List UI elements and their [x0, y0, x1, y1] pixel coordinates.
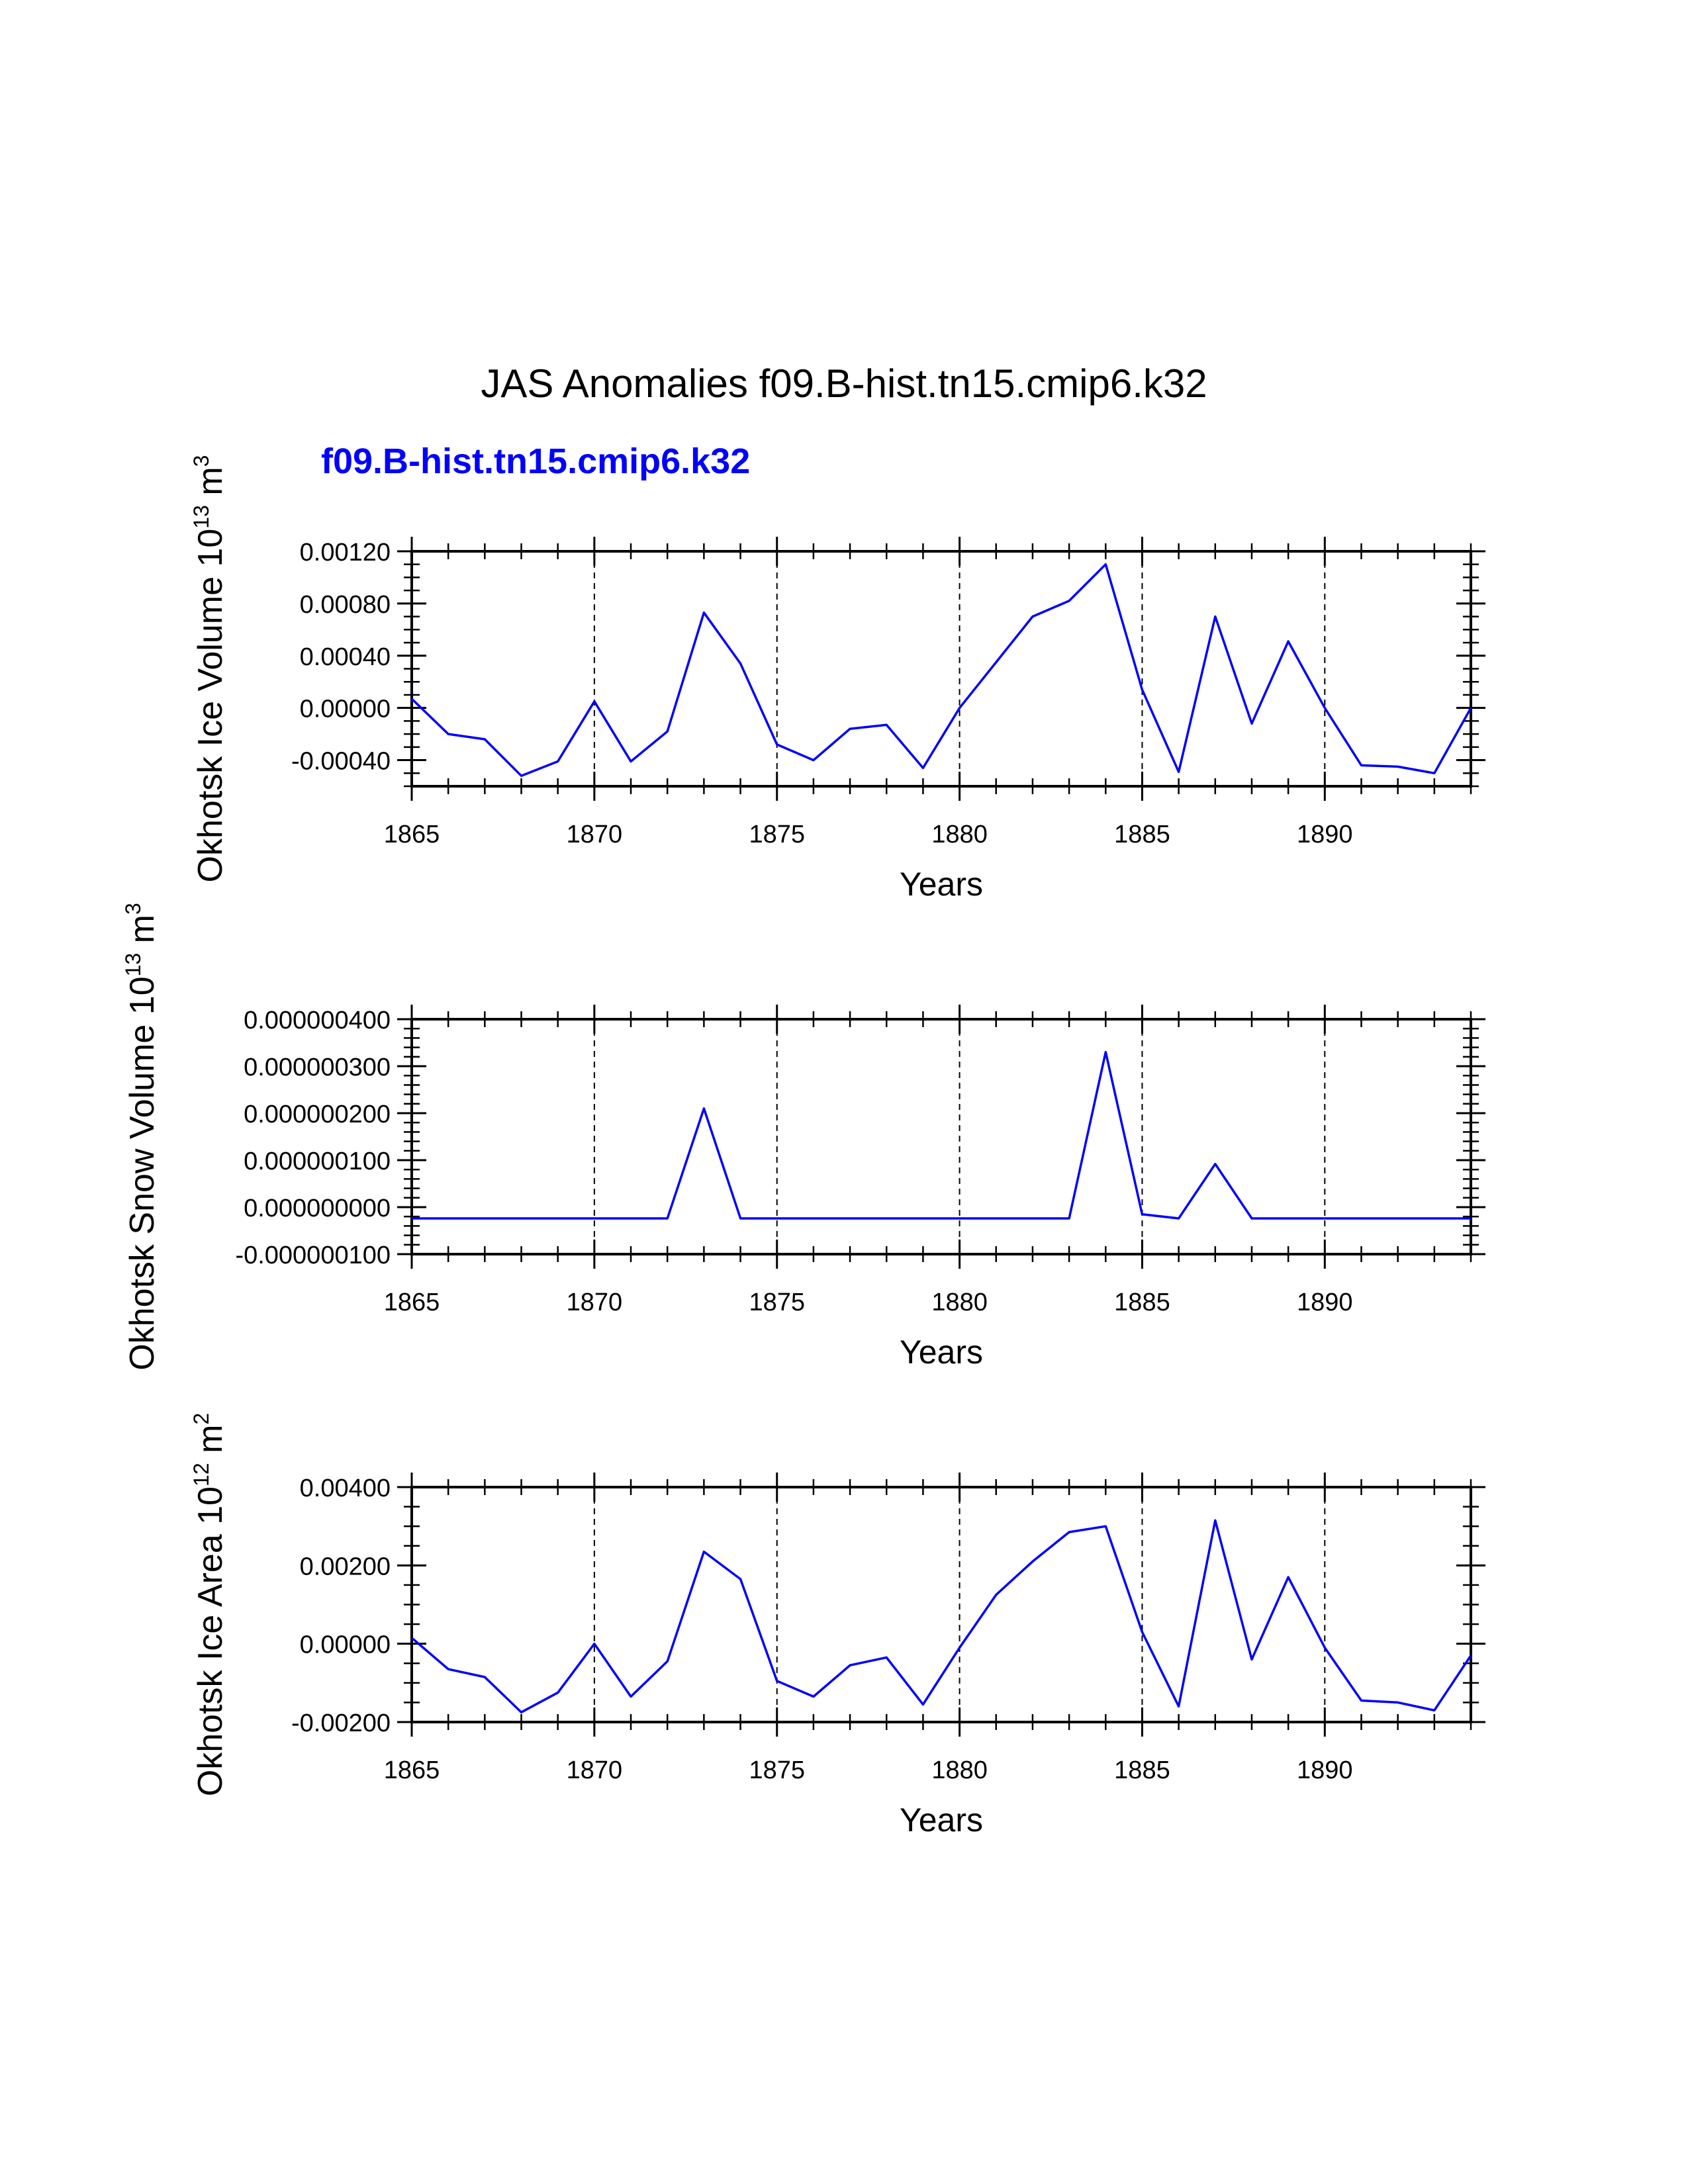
y-tick-label: -0.00040	[291, 748, 391, 776]
y-tick-label: 0.00200	[300, 1553, 391, 1580]
y-axis-title-text: Okhotsk Ice Volume 10	[191, 529, 230, 883]
y-axis-title-unit: m	[191, 1425, 230, 1463]
y-tick-label: 0.000000400	[244, 1007, 391, 1034]
y-tick-label: 0.00040	[300, 643, 391, 671]
y-axis-title-unit: m	[191, 467, 230, 505]
x-tick-label: 1885	[1114, 1756, 1170, 1784]
x-axis-title: Years	[900, 866, 983, 903]
x-tick-label: 1870	[567, 1756, 623, 1784]
x-tick-label: 1865	[384, 821, 440, 848]
y-tick-label: 0.000000000	[244, 1195, 391, 1222]
y-tick-label: 0.00000	[300, 696, 391, 723]
x-axis-title: Years	[900, 1334, 983, 1371]
x-tick-label: 1875	[749, 1756, 805, 1784]
plot-frame	[410, 1486, 1472, 1723]
x-tick-label: 1880	[931, 1289, 988, 1316]
x-tick-label: 1880	[931, 821, 988, 848]
series-line	[412, 1050, 1471, 1220]
y-tick-label: -0.000000100	[235, 1242, 391, 1269]
plot-frame	[410, 1018, 1472, 1255]
x-tick-label: 1880	[931, 1756, 988, 1784]
x-tick-label: 1875	[749, 1289, 805, 1316]
chart-panel-1: -0.00040 0.00000 0.00040 0.00080 0.00120 1865…	[189, 455, 1485, 903]
y-axis-title-exponent: 13	[121, 953, 145, 977]
y-axis-title: Okhotsk Ice Volume 1013 m3	[189, 455, 230, 883]
x-tick-label: 1885	[1114, 1289, 1170, 1316]
y-tick-label: 0.00400	[300, 1475, 391, 1502]
x-tick-label: 1885	[1114, 821, 1170, 848]
y-axis-title-unit-exponent: 3	[121, 903, 145, 915]
y-tick-label: 0.000000100	[244, 1148, 391, 1175]
y-axis-title-unit-exponent: 2	[189, 1413, 213, 1425]
series-label: f09.B-hist.tn15.cmip6.k32	[321, 441, 750, 481]
y-axis-title: Okhotsk Ice Area 1012 m2	[189, 1413, 230, 1796]
y-tick-label: 0.00000	[300, 1631, 391, 1659]
y-axis-title: Okhotsk Snow Volume 1013 m3	[121, 903, 162, 1371]
x-axis-title: Years	[900, 1801, 983, 1839]
chart-panels: -0.00040 0.00000 0.00040 0.00080 0.00120 1865…	[121, 455, 1485, 1839]
y-tick-label: 0.000000300	[244, 1054, 391, 1081]
series-line	[410, 563, 1472, 777]
x-tick-label: 1865	[384, 1289, 440, 1316]
y-tick-label: 0.00120	[300, 539, 391, 567]
chart-panel-2: -0.000000100 0.000000000 0.000000100 0.0000…	[121, 903, 1485, 1371]
series-line	[410, 1519, 1472, 1713]
y-axis-title-text: Okhotsk Ice Area 10	[191, 1486, 230, 1796]
y-axis-title-exponent: 12	[189, 1463, 213, 1486]
y-tick-label: -0.00200	[291, 1709, 391, 1737]
y-axis-title-unit-exponent: 3	[189, 455, 213, 467]
x-tick-label: 1865	[384, 1756, 440, 1784]
y-tick-label: 0.000000200	[244, 1101, 391, 1128]
main-title: JAS Anomalies f09.B-hist.tn15.cmip6.k32	[481, 361, 1207, 406]
x-tick-label: 1870	[567, 821, 623, 848]
x-tick-label: 1875	[749, 821, 805, 848]
x-tick-label: 1890	[1297, 821, 1353, 848]
plot-frame	[410, 550, 1472, 788]
y-axis-title-unit: m	[123, 915, 162, 953]
y-axis-title-exponent: 13	[189, 505, 213, 529]
x-tick-label: 1890	[1297, 1756, 1353, 1784]
y-axis-title-text: Okhotsk Snow Volume 10	[123, 976, 162, 1370]
x-tick-label: 1870	[567, 1289, 623, 1316]
x-tick-label: 1890	[1297, 1289, 1353, 1316]
chart-panel-3: -0.00200 0.00000 0.00200 0.00400 1865 1870 187…	[189, 1413, 1485, 1839]
y-tick-label: 0.00080	[300, 591, 391, 619]
